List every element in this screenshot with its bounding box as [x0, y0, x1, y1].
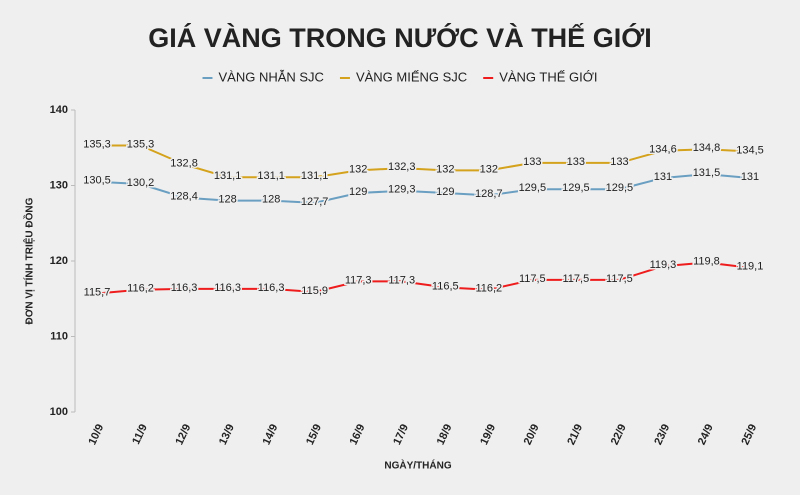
data-label: 129: [349, 186, 367, 198]
data-label: 119,8: [693, 255, 720, 267]
data-label: 116,2: [475, 283, 502, 295]
data-label: 135,3: [127, 138, 155, 150]
data-label: 130,2: [127, 177, 155, 189]
data-label: 119,3: [650, 259, 677, 271]
data-label: 132: [436, 163, 454, 175]
data-label: 131: [741, 171, 759, 183]
legend-label: VÀNG THẾ GIỚI: [499, 69, 597, 84]
data-label: 135,3: [83, 138, 111, 150]
data-label: 116,5: [432, 280, 459, 292]
data-label: 129: [436, 186, 454, 198]
legend-label: VÀNG NHẪN SJC: [218, 69, 323, 84]
data-label: 132: [349, 163, 367, 175]
data-label: 133: [567, 156, 585, 168]
data-label: 117,5: [563, 273, 590, 285]
data-label: 128,7: [475, 188, 503, 200]
legend-label: VÀNG MIẾNG SJC: [356, 69, 467, 84]
x-axis-label: NGÀY/THÁNG: [384, 459, 451, 472]
data-label: 119,1: [737, 261, 764, 273]
data-label: 115,9: [301, 285, 328, 297]
data-label: 134,6: [649, 144, 677, 156]
data-label: 133: [523, 156, 541, 168]
data-label: 127,7: [301, 196, 329, 208]
data-label: 131,1: [214, 170, 242, 182]
data-label: 128: [262, 194, 280, 206]
data-label: 128,4: [170, 190, 198, 202]
data-label: 116,3: [258, 282, 285, 294]
y-axis-label: ĐƠN VỊ TÍNH TRIỆU ĐỒNG: [23, 197, 36, 324]
data-label: 131,1: [257, 170, 285, 182]
data-label: 131: [654, 171, 672, 183]
data-label: 116,2: [127, 283, 154, 295]
chart-title: GIÁ VÀNG TRONG NƯỚC VÀ THẾ GIỚI: [148, 22, 651, 53]
series-line: [97, 144, 751, 179]
data-label: 129,5: [519, 182, 547, 194]
data-label: 133: [610, 156, 628, 168]
y-tick-label: 140: [50, 104, 68, 116]
data-label: 132,3: [388, 161, 416, 173]
data-label: 131,5: [693, 167, 721, 179]
data-label: 129,5: [562, 182, 590, 194]
y-tick-label: 100: [50, 406, 68, 418]
series-line: [96, 261, 751, 295]
data-label: 130,5: [83, 175, 111, 187]
data-label: 129,3: [388, 184, 416, 196]
data-label: 134,8: [693, 142, 721, 154]
y-tick-label: 120: [50, 255, 68, 267]
data-label: 129,5: [606, 182, 634, 194]
data-label: 115,7: [84, 286, 111, 298]
data-label: 132,8: [170, 157, 198, 169]
data-label: 117,3: [345, 274, 372, 286]
data-label: 132: [480, 163, 498, 175]
data-label: 128: [218, 194, 236, 206]
data-label: 134,5: [736, 144, 764, 156]
y-tick-label: 130: [50, 179, 68, 191]
data-label: 116,3: [171, 282, 198, 294]
y-tick-label: 110: [50, 330, 68, 342]
series-line: [96, 173, 751, 204]
data-label: 117,5: [519, 273, 546, 285]
data-label: 116,3: [214, 282, 241, 294]
data-label: 117,5: [606, 273, 633, 285]
data-label: 131,1: [301, 170, 329, 182]
data-label: 117,3: [388, 274, 415, 286]
